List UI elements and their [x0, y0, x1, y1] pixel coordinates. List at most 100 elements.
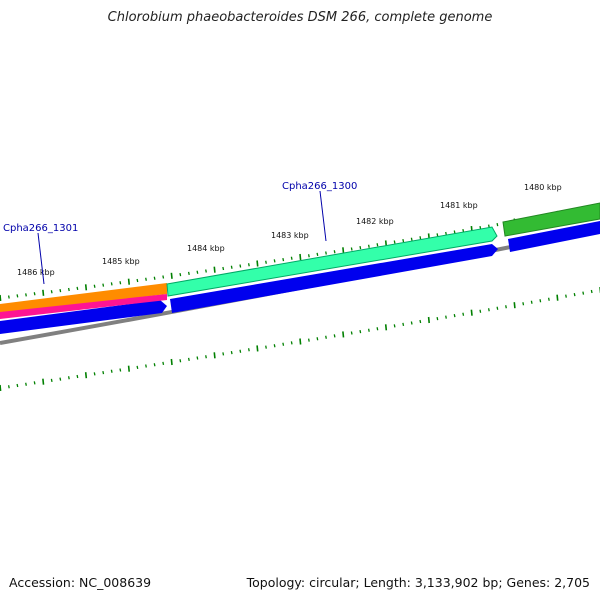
minor-tick [290, 256, 293, 260]
minor-tick [119, 281, 122, 285]
minor-tick [67, 287, 70, 292]
minor-tick [376, 327, 379, 331]
minor-tick [445, 231, 447, 236]
genome-title: Chlorobium phaeobacteroides DSM 266, com… [107, 10, 493, 25]
minor-tick [7, 385, 10, 389]
minor-tick [316, 252, 319, 257]
kbp-label-1481: 1481 kbp [440, 201, 478, 210]
minor-tick [539, 299, 542, 303]
minor-tick [145, 277, 147, 281]
minor-tick [505, 305, 507, 309]
minor-tick [205, 269, 207, 273]
minor-tick [290, 341, 293, 345]
major-tick [0, 384, 2, 392]
minor-tick [359, 245, 362, 250]
minor-tick [487, 308, 490, 312]
label-leader-1300 [319, 190, 327, 242]
gene-cpha266-1301[interactable] [0, 283, 167, 314]
minor-tick [110, 282, 113, 286]
minor-tick [222, 352, 225, 356]
minor-tick [59, 377, 62, 381]
minor-tick [307, 254, 310, 258]
minor-tick [393, 240, 396, 244]
minor-tick [239, 349, 242, 353]
minor-tick [436, 316, 439, 321]
minor-tick [93, 372, 96, 376]
minor-tick [230, 265, 233, 269]
minor-tick [119, 368, 122, 372]
major-tick [384, 324, 388, 331]
minor-tick [325, 251, 327, 255]
minor-tick [230, 350, 233, 355]
gene-cpha266-1300[interactable] [166, 226, 498, 297]
minor-tick [402, 322, 405, 327]
major-tick [42, 378, 45, 385]
minor-tick [265, 260, 267, 264]
major-tick [127, 278, 130, 285]
kbp-label-1485: 1485 kbp [102, 257, 140, 266]
minor-tick [307, 338, 310, 342]
major-tick [556, 294, 559, 301]
minor-tick [187, 271, 190, 276]
minor-tick [196, 356, 199, 360]
major-tick [513, 302, 516, 309]
minor-tick [16, 383, 19, 388]
minor-tick [222, 266, 225, 271]
kbp-label-1482: 1482 kbp [356, 217, 394, 226]
kbp-label-1484: 1484 kbp [187, 244, 225, 253]
minor-tick [110, 369, 113, 373]
minor-tick [359, 329, 362, 334]
minor-tick [402, 238, 405, 243]
minor-tick [145, 364, 147, 368]
minor-tick [33, 381, 36, 385]
major-tick [0, 294, 2, 302]
minor-tick [247, 348, 250, 352]
minor-tick [419, 236, 422, 240]
kbp-label-1486: 1486 kbp [17, 268, 55, 277]
major-tick [256, 260, 259, 267]
minor-tick [179, 359, 182, 363]
minor-tick [136, 278, 139, 283]
minor-tick [205, 355, 207, 359]
major-tick [84, 372, 88, 379]
minor-tick [393, 324, 396, 328]
reverse-cds-1301[interactable] [0, 300, 167, 334]
minor-tick [350, 247, 353, 251]
major-tick [42, 289, 45, 296]
minor-tick [67, 376, 70, 380]
minor-tick [136, 365, 139, 370]
minor-tick [590, 289, 593, 294]
minor-tick [282, 342, 285, 346]
topology-text: Topology: circular; Length: 3,133,902 bp… [246, 575, 590, 590]
gene-right[interactable] [502, 202, 600, 237]
gene-label-1300[interactable]: Cpha266_1300 [282, 181, 357, 192]
reverse-cds-1300[interactable] [170, 244, 498, 313]
major-tick [299, 253, 302, 261]
gene-label-1301[interactable]: Cpha266_1301 [3, 223, 78, 234]
kbp-label-1483: 1483 kbp [271, 231, 309, 240]
minor-tick [367, 328, 370, 332]
minor-tick [453, 230, 456, 234]
minor-tick [25, 293, 27, 297]
minor-tick [333, 334, 336, 338]
minor-tick [102, 370, 105, 375]
minor-tick [496, 306, 499, 310]
reverse-cds-right[interactable] [508, 221, 600, 252]
gene-cpha266-1301-rna[interactable] [0, 294, 167, 319]
minor-tick [530, 300, 533, 304]
major-tick [213, 266, 216, 273]
minor-tick [376, 243, 379, 247]
minor-tick [93, 284, 96, 288]
major-tick [84, 284, 88, 291]
major-tick [470, 309, 473, 316]
major-tick [170, 358, 173, 366]
minor-tick [273, 259, 276, 263]
minor-tick [282, 257, 285, 262]
minor-tick [573, 292, 576, 297]
minor-tick [350, 331, 353, 335]
minor-tick [547, 297, 550, 301]
minor-tick [50, 290, 53, 294]
major-tick [256, 345, 259, 352]
